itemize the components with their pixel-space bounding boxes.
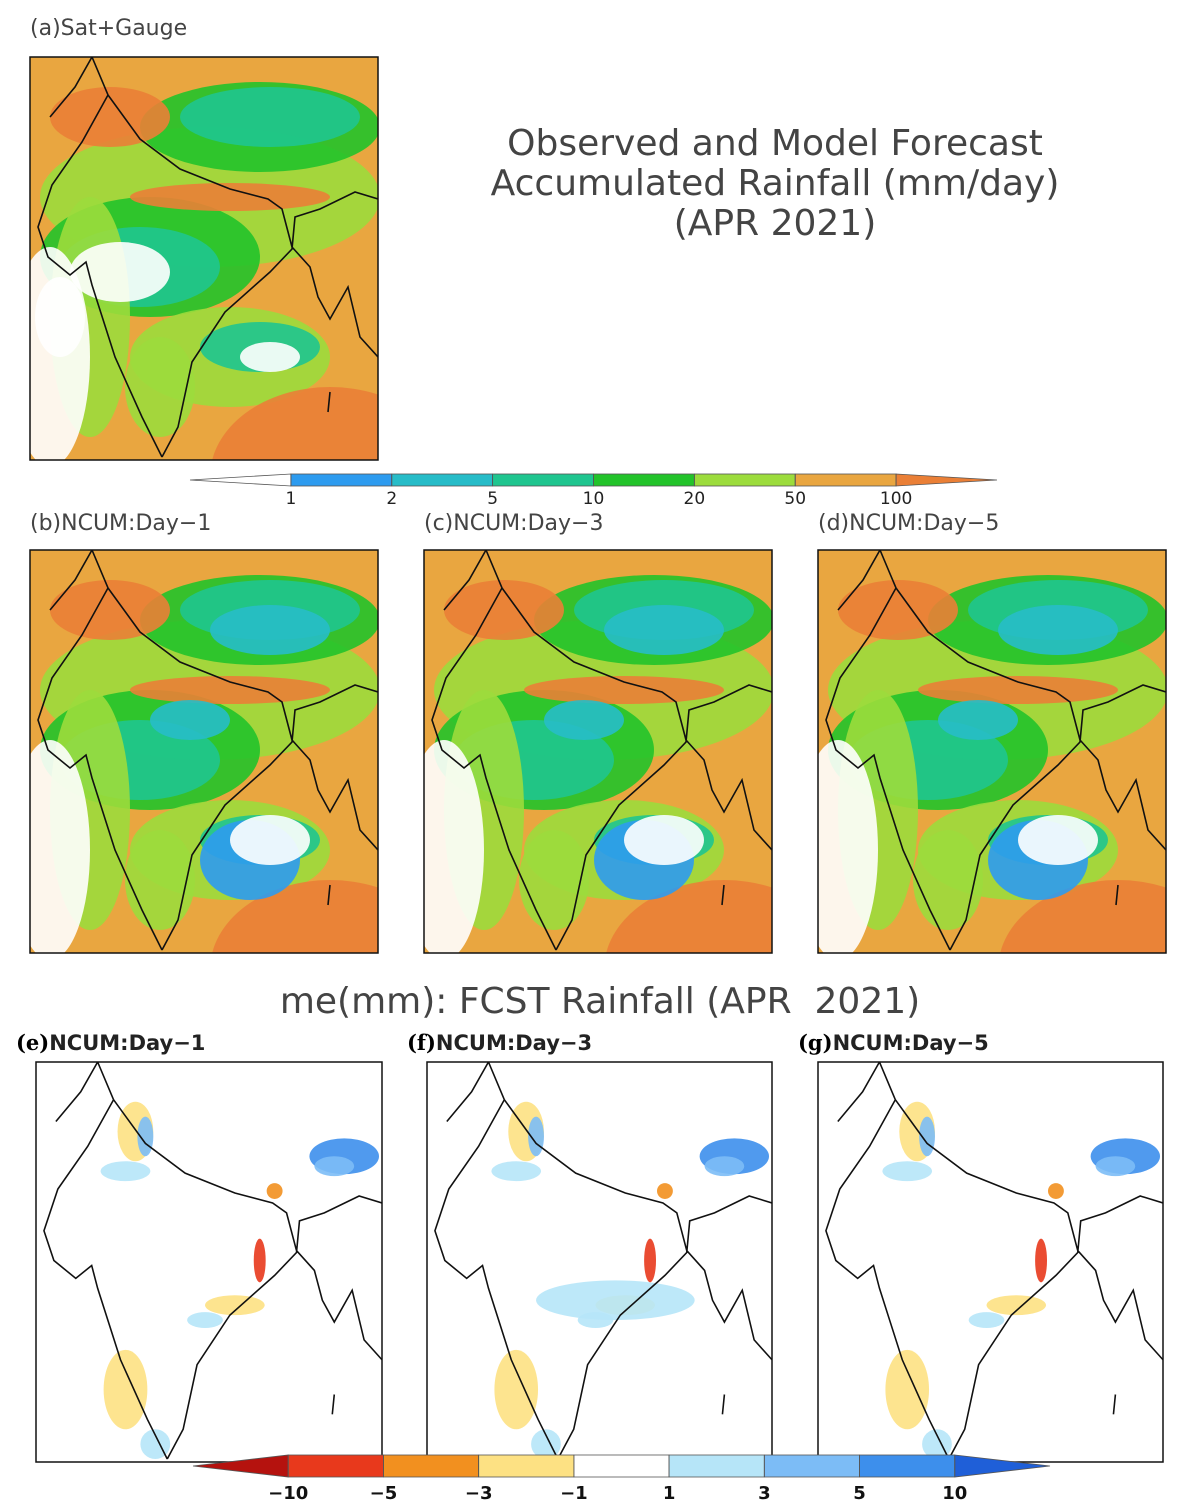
- panel-label: (f)NCUM:Day−3: [407, 1030, 592, 1055]
- rain-patch: [1096, 1156, 1136, 1176]
- map-panel: [818, 1062, 1163, 1462]
- rain-patch: [130, 676, 330, 704]
- panel-title: NCUM:Day−3: [436, 1031, 592, 1055]
- bias-title: me(mm): FCST Rainfall (APR 2021): [280, 981, 920, 1022]
- panel-letter: (g): [798, 1030, 833, 1055]
- rain-patch: [969, 1312, 1005, 1328]
- colorbar-bin: [669, 1455, 764, 1477]
- rain-patch: [267, 1183, 283, 1199]
- rain-patch: [35, 277, 85, 357]
- colorbar-label: −5: [370, 1483, 398, 1504]
- colorbar-bin: [574, 1455, 669, 1477]
- rain-patch: [882, 1161, 932, 1181]
- rain-patch: [544, 700, 624, 740]
- rain-patch: [230, 815, 310, 865]
- colorbar-label: 5: [487, 489, 498, 509]
- figure: Observed and Model Forecast Accumulated …: [0, 0, 1195, 1511]
- rain-patch: [624, 815, 704, 865]
- colorbar-label: 3: [758, 1483, 771, 1504]
- rain-patch: [1035, 1239, 1047, 1283]
- panel-label: (e)NCUM:Day−1: [16, 1030, 205, 1055]
- map-panel: [427, 1062, 772, 1462]
- colorbar-label: 10: [583, 489, 605, 509]
- colorbar-bin: [694, 474, 795, 486]
- panel-letter: (f): [407, 1030, 436, 1055]
- rain-patch: [494, 1350, 538, 1429]
- colorbar-label: 50: [784, 489, 806, 509]
- rain-patch: [705, 1156, 745, 1176]
- colorbar-bin: [860, 1455, 955, 1477]
- rain-patch: [524, 676, 724, 704]
- rain-patch: [913, 830, 983, 930]
- colorbar-bin: [594, 474, 695, 486]
- panel-label: (c)NCUM:Day−3: [424, 511, 603, 536]
- colorbar-bin: [479, 1455, 574, 1477]
- rain-patch: [938, 700, 1018, 740]
- panel-label: (b)NCUM:Day−1: [30, 511, 211, 536]
- title-line: (APR 2021): [674, 203, 877, 244]
- rain-patch: [70, 242, 170, 302]
- rain-patch: [404, 740, 484, 960]
- colorbar-bin: [291, 474, 392, 486]
- rain-patch: [918, 676, 1118, 704]
- colorbar-bin: [493, 474, 594, 486]
- rain-patch: [885, 1350, 929, 1429]
- rain-patch: [491, 1161, 541, 1181]
- colorbar-end: [896, 474, 997, 486]
- rain-patch: [519, 830, 589, 930]
- rain-patch: [10, 740, 90, 960]
- colorbar-label: 1: [663, 1483, 676, 1504]
- rain-patch: [798, 740, 878, 960]
- rain-patch: [536, 1280, 695, 1320]
- rain-patch: [998, 605, 1118, 655]
- panel-title: NCUM:Day−5: [833, 1031, 989, 1055]
- rain-patch: [210, 605, 330, 655]
- colorbar-bin: [392, 474, 493, 486]
- rain-patch: [240, 342, 300, 372]
- rain-patch: [987, 1295, 1046, 1315]
- colorbar-label: 2: [386, 489, 397, 509]
- colorbar-end: [190, 474, 291, 486]
- rain-patch: [205, 1295, 265, 1315]
- colorbar-label: −10: [268, 1483, 308, 1504]
- rain-patch: [254, 1239, 266, 1283]
- colorbar-label: 20: [684, 489, 706, 509]
- map-panel: [10, 57, 450, 567]
- panel-label: (d)NCUM:Day−5: [818, 511, 999, 536]
- panel-label: (g)NCUM:Day−5: [798, 1030, 989, 1055]
- rain-patch: [180, 87, 360, 147]
- title-line: Accumulated Rainfall (mm/day): [491, 163, 1060, 204]
- rain-patch: [1048, 1183, 1064, 1199]
- rain-patch: [604, 605, 724, 655]
- colorbar-label: 1: [285, 489, 296, 509]
- rain-patch: [125, 830, 195, 930]
- rain-patch: [125, 337, 195, 437]
- rain-patch: [150, 700, 230, 740]
- colorbar-label: −3: [465, 1483, 493, 1504]
- panel-title: NCUM:Day−1: [49, 1031, 205, 1055]
- colorbar-bin: [764, 1455, 859, 1477]
- rain-patch: [314, 1156, 354, 1176]
- colorbar-label: 100: [880, 489, 912, 509]
- map-bg: [427, 1062, 772, 1462]
- colorbar-bin: [383, 1455, 478, 1477]
- panel-letter: (e): [16, 1030, 49, 1055]
- rain-patch: [644, 1239, 656, 1283]
- colorbar-bin: [288, 1455, 383, 1477]
- rain-patch: [657, 1183, 673, 1199]
- map-bg: [818, 1062, 1163, 1462]
- colorbar-label: −1: [560, 1483, 588, 1504]
- rain-patch: [187, 1312, 223, 1328]
- panel-label: (a)Sat+Gauge: [30, 16, 187, 41]
- rain-patch: [130, 183, 330, 211]
- rain-patch: [1018, 815, 1098, 865]
- map-bg: [36, 1062, 382, 1462]
- map-panel: [36, 1062, 382, 1462]
- rain-patch: [101, 1161, 151, 1181]
- colorbar-label: 10: [942, 1483, 967, 1504]
- colorbar-bin: [795, 474, 896, 486]
- colorbar-label: 5: [853, 1483, 866, 1504]
- rain-patch: [104, 1350, 148, 1429]
- title-line: Observed and Model Forecast: [507, 123, 1043, 164]
